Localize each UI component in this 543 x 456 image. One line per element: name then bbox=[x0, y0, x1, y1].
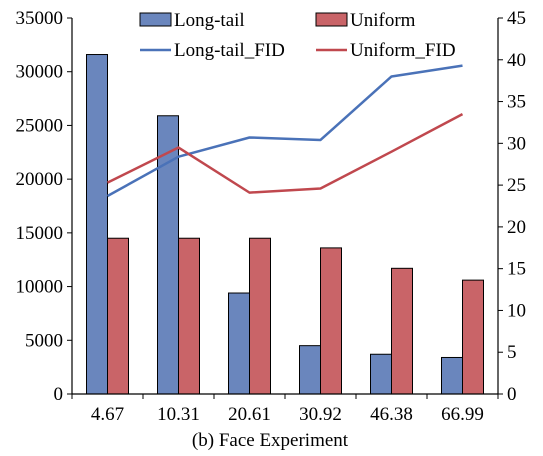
left-tick-label-3: 15000 bbox=[16, 223, 64, 244]
right-tick-label-5: 25 bbox=[507, 175, 526, 196]
bar-long-tail-2 bbox=[228, 292, 250, 395]
line-uniform-fid bbox=[106, 112, 464, 194]
axes-layer: 0 5000 10000 15000 20000 25000 30000 35000 0 5 10 1… bbox=[16, 8, 527, 425]
right-tick-label-1: 5 bbox=[507, 342, 517, 363]
left-tick-label-4: 20000 bbox=[16, 169, 64, 190]
bar-uniform-5 bbox=[462, 279, 484, 395]
x-tick-label-5: 66.99 bbox=[441, 404, 484, 425]
x-tick-label-3: 30.92 bbox=[299, 404, 342, 425]
left-tick-label-5: 25000 bbox=[16, 115, 64, 136]
right-tick-label-3: 15 bbox=[507, 259, 526, 280]
legend-label-uniform-fid: Uniform_FID bbox=[350, 40, 456, 61]
line-long-tail-fid bbox=[106, 64, 463, 198]
bar-long-tail-5 bbox=[441, 356, 463, 395]
left-tick-label-7: 35000 bbox=[16, 8, 64, 29]
x-tick-label-0: 4.67 bbox=[91, 404, 124, 425]
bar-uniform-2 bbox=[249, 237, 271, 395]
legend-swatch-long-tail bbox=[139, 12, 172, 27]
bars-layer bbox=[86, 54, 484, 395]
left-tick-label-2: 10000 bbox=[16, 277, 64, 298]
lines-layer bbox=[106, 64, 464, 198]
right-tick-label-0: 0 bbox=[507, 384, 517, 405]
x-tick-label-1: 10.31 bbox=[157, 404, 200, 425]
x-axis-title: (b) Face Experiment bbox=[192, 430, 349, 451]
legend-label-long-tail-fid: Long-tail_FID bbox=[174, 40, 285, 61]
legend-label-long-tail: Long-tail bbox=[174, 10, 245, 31]
right-tick-label-9: 45 bbox=[507, 8, 526, 29]
x-tick-label-4: 46.38 bbox=[370, 404, 413, 425]
bar-uniform-4 bbox=[391, 267, 413, 395]
right-tick-label-6: 30 bbox=[507, 133, 526, 154]
bar-long-tail-3 bbox=[299, 345, 321, 395]
left-tick-label-0: 0 bbox=[54, 384, 64, 405]
left-tick-label-6: 30000 bbox=[16, 62, 64, 83]
right-tick-label-4: 20 bbox=[507, 217, 526, 238]
bar-uniform-3 bbox=[320, 247, 342, 395]
x-tick-label-2: 20.61 bbox=[228, 404, 271, 425]
right-tick-label-2: 10 bbox=[507, 300, 526, 321]
legend: Long-tail Uniform Long-tail_FID Uniform_FID bbox=[139, 10, 456, 61]
bar-long-tail-0 bbox=[86, 54, 108, 395]
legend-label-uniform: Uniform bbox=[350, 10, 416, 31]
right-tick-label-8: 40 bbox=[507, 50, 526, 71]
right-tick-label-7: 35 bbox=[507, 92, 526, 113]
bar-uniform-0 bbox=[107, 237, 129, 395]
bar-long-tail-4 bbox=[370, 353, 392, 395]
bar-uniform-1 bbox=[178, 237, 200, 395]
left-tick-label-1: 5000 bbox=[25, 330, 63, 351]
legend-swatch-uniform bbox=[315, 12, 348, 27]
